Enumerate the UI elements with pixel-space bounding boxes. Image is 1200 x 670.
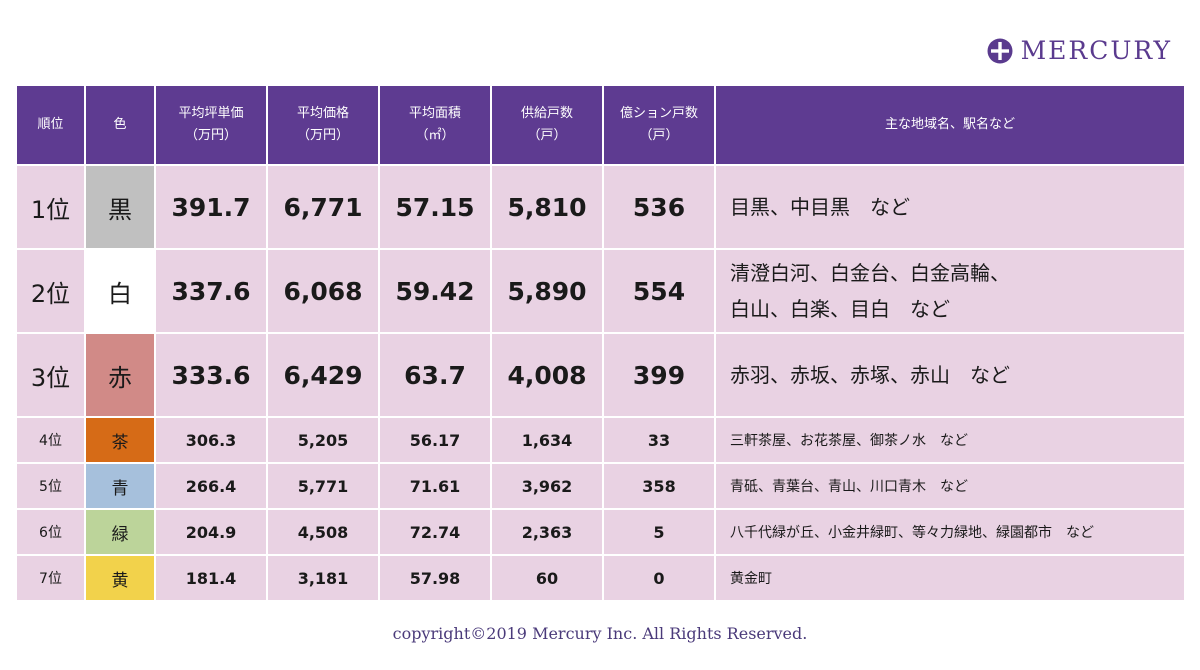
price-cell: 3,181 — [268, 556, 378, 600]
area-line: 八千代緑が丘、小金井緑町、等々力緑地、緑園都市 など — [730, 525, 1094, 541]
area-size-cell: 63.7 — [380, 334, 490, 416]
unit-price-cell: 266.4 — [156, 464, 266, 508]
color-swatch: 青 — [86, 464, 154, 508]
areas-cell: 三軒茶屋、お花茶屋、御茶ノ水 など — [716, 418, 1184, 462]
unit-price-cell: 333.6 — [156, 334, 266, 416]
header-unit: （㎡） — [415, 128, 455, 143]
header-label: 色 — [113, 117, 127, 132]
unit-price-cell: 391.7 — [156, 166, 266, 248]
units-cell: 2,363 — [492, 510, 602, 554]
area-line: 青砥、青葉台、青山、川口青木 など — [730, 479, 968, 495]
color-swatch: 緑 — [86, 510, 154, 554]
price-cell: 5,771 — [268, 464, 378, 508]
header-rank: 順位 — [17, 86, 84, 164]
units-cell: 3,962 — [492, 464, 602, 508]
color-swatch: 白 — [86, 250, 154, 332]
mercury-logo: MERCURY — [987, 36, 1172, 65]
luxury-units-cell: 33 — [604, 418, 714, 462]
table-row: 4位茶 306.3 5,205 56.17 1,634 33 三軒茶屋、お花茶屋、御茶ノ水 … — [17, 418, 1184, 462]
areas-cell: 赤羽、赤坂、赤塚、赤山 など — [716, 334, 1184, 416]
cross-circle-icon — [987, 38, 1013, 63]
header-label: 億ション戸数 — [619, 106, 698, 121]
header-label: 供給戸数 — [520, 106, 573, 121]
luxury-units-cell: 5 — [604, 510, 714, 554]
areas-cell: 清澄白河、白金台、白金高輪、 白山、白楽、目白 など — [716, 250, 1184, 332]
area-size-cell: 72.74 — [380, 510, 490, 554]
rank: 5位 — [17, 464, 84, 508]
rank: 4位 — [17, 418, 84, 462]
color-swatch: 茶 — [86, 418, 154, 462]
price-cell: 4,508 — [268, 510, 378, 554]
rank: 2位 — [17, 250, 84, 332]
header-unit: （戸） — [639, 128, 679, 143]
rank: 6位 — [17, 510, 84, 554]
table-row: 6位緑 204.9 4,508 72.74 2,363 5 八千代緑が丘、小金井緑町、等々力… — [17, 510, 1184, 554]
color-swatch: 黄 — [86, 556, 154, 600]
header-unit-price: 平均坪単価 （万円） — [156, 86, 266, 164]
rank: 1位 — [17, 166, 84, 248]
table-row: 3位赤 333.6 6,429 63.7 4,008 399 赤羽、赤坂、赤塚、赤山 など — [17, 334, 1184, 416]
area-line: 黄金町 — [730, 571, 772, 587]
rank: 3位 — [17, 334, 84, 416]
header-price: 平均価格 （万円） — [268, 86, 378, 164]
ranking-table: 順位色平均坪単価 （万円） 平均価格 （万円） 平均面積 （㎡） 供給戸数 （戸） 億ション戸数… — [15, 84, 1186, 602]
header-label: 平均坪単価 — [178, 106, 244, 121]
price-cell: 6,068 — [268, 250, 378, 332]
table-body: 1位黒 391.7 6,771 57.15 5,810 536 目黒、中目黒 など 2位白 33… — [17, 166, 1184, 600]
area-size-cell: 57.15 — [380, 166, 490, 248]
unit-price-cell: 337.6 — [156, 250, 266, 332]
areas-cell: 青砥、青葉台、青山、川口青木 など — [716, 464, 1184, 508]
areas-cell: 目黒、中目黒 など — [716, 166, 1184, 248]
area-line: 白山、白楽、目白 など — [730, 297, 950, 321]
areas-cell: 八千代緑が丘、小金井緑町、等々力緑地、緑園都市 など — [716, 510, 1184, 554]
logo-text: MERCURY — [1020, 36, 1172, 65]
area-line: 清澄白河、白金台、白金高輪、 — [730, 261, 1010, 285]
area-line: 目黒、中目黒 など — [730, 195, 910, 219]
units-cell: 1,634 — [492, 418, 602, 462]
table-row: 5位青 266.4 5,771 71.61 3,962 358 青砥、青葉台、青山、川口青木… — [17, 464, 1184, 508]
units-cell: 60 — [492, 556, 602, 600]
area-size-cell: 71.61 — [380, 464, 490, 508]
header-unit: （戸） — [527, 128, 567, 143]
unit-price-cell: 181.4 — [156, 556, 266, 600]
luxury-units-cell: 399 — [604, 334, 714, 416]
table-row: 7位黄 181.4 3,181 57.98 60 0 黄金町 — [17, 556, 1184, 600]
header-luxury-units: 億ション戸数 （戸） — [604, 86, 714, 164]
areas-cell: 黄金町 — [716, 556, 1184, 600]
units-cell: 5,890 — [492, 250, 602, 332]
rank: 7位 — [17, 556, 84, 600]
table-row: 1位黒 391.7 6,771 57.15 5,810 536 目黒、中目黒 など — [17, 166, 1184, 248]
area-size-cell: 56.17 — [380, 418, 490, 462]
header-label: 順位 — [37, 117, 64, 132]
header-label: 平均価格 — [296, 106, 349, 121]
header-label: 平均面積 — [408, 106, 461, 121]
unit-price-cell: 204.9 — [156, 510, 266, 554]
color-swatch: 赤 — [86, 334, 154, 416]
header-area-size: 平均面積 （㎡） — [380, 86, 490, 164]
color-swatch: 黒 — [86, 166, 154, 248]
area-size-cell: 59.42 — [380, 250, 490, 332]
header-unit: （万円） — [184, 128, 237, 143]
luxury-units-cell: 0 — [604, 556, 714, 600]
area-size-cell: 57.98 — [380, 556, 490, 600]
table-row: 2位白 337.6 6,068 59.42 5,890 554 清澄白河、白金台、白金高輪、… — [17, 250, 1184, 332]
area-line: 三軒茶屋、お花茶屋、御茶ノ水 など — [730, 433, 968, 449]
header-areas: 主な地域名、駅名など — [716, 86, 1184, 164]
header-unit: （万円） — [296, 128, 349, 143]
price-cell: 5,205 — [268, 418, 378, 462]
area-line: 赤羽、赤坂、赤塚、赤山 など — [730, 363, 1010, 387]
header-units: 供給戸数 （戸） — [492, 86, 602, 164]
price-cell: 6,771 — [268, 166, 378, 248]
copyright-text: copyright©2019 Mercury Inc. All Rights R… — [392, 624, 808, 643]
units-cell: 4,008 — [492, 334, 602, 416]
luxury-units-cell: 536 — [604, 166, 714, 248]
units-cell: 5,810 — [492, 166, 602, 248]
luxury-units-cell: 358 — [604, 464, 714, 508]
unit-price-cell: 306.3 — [156, 418, 266, 462]
price-cell: 6,429 — [268, 334, 378, 416]
header-row: 順位色平均坪単価 （万円） 平均価格 （万円） 平均面積 （㎡） 供給戸数 （戸） 億ション戸数… — [17, 86, 1184, 164]
luxury-units-cell: 554 — [604, 250, 714, 332]
header-color: 色 — [86, 86, 154, 164]
header-label: 主な地域名、駅名など — [884, 117, 1015, 132]
